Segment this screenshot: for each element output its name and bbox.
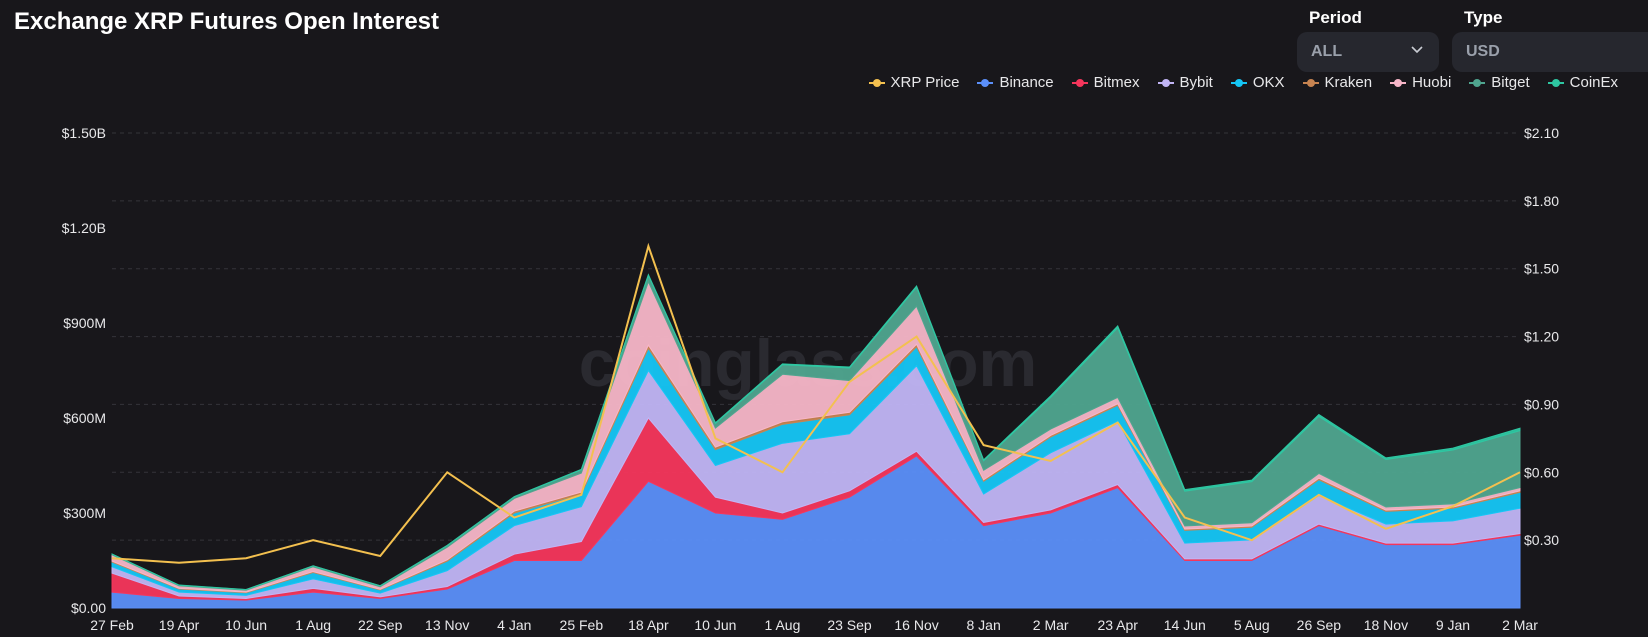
x-tick-label: 27 Feb (90, 617, 134, 633)
legend-label: Bitget (1491, 74, 1530, 91)
x-tick-label: 18 Nov (1364, 617, 1408, 633)
x-tick-label: 23 Sep (827, 617, 872, 633)
page-title: Exchange XRP Futures Open Interest (14, 8, 440, 35)
y-left-tick-label: $0.00 (71, 600, 106, 616)
legend-swatch (1157, 78, 1174, 88)
legend-label: Kraken (1324, 74, 1373, 91)
legend-swatch (1469, 78, 1486, 88)
chart-legend: XRP Price Binance Bitmex Bybit OKX Kraken Huob… (868, 74, 1618, 91)
y-left-tick-label: $900M (63, 315, 106, 331)
y-right-tick-label: $0.30 (1524, 532, 1559, 548)
y-right-tick-label: $1.50 (1524, 261, 1559, 277)
x-tick-label: 18 Apr (628, 617, 669, 633)
y-axis-left: $0.00 $300M $600M $900M $1.20B $1.50B (62, 125, 107, 616)
period-select-value: ALL (1311, 43, 1343, 60)
x-tick-label: 10 Jun (225, 617, 267, 633)
x-tick-label: 26 Sep (1297, 617, 1342, 633)
legend-swatch (1390, 78, 1407, 88)
legend-label: Bitmex (1093, 74, 1140, 91)
legend-label: XRP Price (890, 74, 960, 91)
x-tick-label: 16 Nov (894, 617, 938, 633)
x-tick-label: 2 Mar (1502, 617, 1538, 633)
period-label: Period (1309, 8, 1362, 27)
chevron-down-icon (1411, 46, 1423, 54)
legend-item-bitget[interactable]: Bitget (1469, 74, 1530, 91)
y-axis-right: $0.30 $0.60 $0.90 $1.20 $1.50 $1.80 $2.10 (1524, 125, 1559, 548)
y-right-tick-label: $2.10 (1524, 125, 1559, 141)
x-tick-label: 22 Sep (358, 617, 403, 633)
line-xrp-price (111, 242, 1521, 564)
legend-item-okx[interactable]: OKX (1230, 74, 1285, 91)
legend-item-coinex[interactable]: CoinEx (1547, 74, 1618, 91)
type-select[interactable]: USD (1452, 32, 1648, 72)
y-left-tick-label: $600M (63, 410, 106, 426)
area-coinex (111, 273, 1521, 591)
y-left-tick-label: $1.20B (62, 220, 106, 236)
legend-item-binance[interactable]: Binance (977, 74, 1054, 91)
legend-label: Bybit (1179, 74, 1213, 91)
y-left-tick-label: $1.50B (62, 125, 106, 141)
legend-swatch (868, 78, 885, 88)
x-tick-label: 5 Aug (1234, 617, 1270, 633)
y-right-tick-label: $1.20 (1524, 329, 1559, 345)
x-axis: 27 Feb 19 Apr 10 Jun 1 Aug 22 Sep 13 Nov 4 Jan… (90, 617, 1538, 633)
x-tick-label: 4 Jan (497, 617, 531, 633)
x-tick-label: 25 Feb (560, 617, 604, 633)
x-tick-label: 13 Nov (425, 617, 469, 633)
x-tick-label: 1 Aug (295, 617, 331, 633)
x-tick-label: 19 Apr (159, 617, 200, 633)
price-line (111, 242, 1521, 564)
legend-item-huobi[interactable]: Huobi (1390, 74, 1451, 91)
legend-swatch (1302, 78, 1319, 88)
legend-label: Binance (999, 74, 1054, 91)
x-tick-label: 23 Apr (1097, 617, 1138, 633)
x-tick-label: 9 Jan (1436, 617, 1470, 633)
type-select-value: USD (1466, 43, 1500, 60)
x-tick-label: 14 Jun (1164, 617, 1206, 633)
legend-item-bitmex[interactable]: Bitmex (1071, 74, 1140, 91)
legend-item-kraken[interactable]: Kraken (1302, 74, 1373, 91)
legend-label: CoinEx (1569, 74, 1618, 91)
legend-label: OKX (1252, 74, 1285, 91)
legend-label: Huobi (1412, 74, 1452, 91)
x-tick-label: 10 Jun (694, 617, 736, 633)
legend-item-bybit[interactable]: Bybit (1157, 74, 1213, 91)
legend-swatch (1547, 78, 1564, 88)
period-select[interactable]: ALL (1297, 32, 1439, 72)
x-tick-label: 8 Jan (966, 617, 1000, 633)
x-tick-label: 1 Aug (765, 617, 801, 633)
y-right-tick-label: $0.60 (1524, 464, 1559, 480)
x-tick-label: 2 Mar (1033, 617, 1069, 633)
legend-item-xrp-price[interactable]: XRP Price (868, 74, 960, 91)
y-right-tick-label: $1.80 (1524, 193, 1559, 209)
legend-swatch (1230, 78, 1247, 88)
y-right-tick-label: $0.90 (1524, 396, 1559, 412)
type-label: Type (1464, 8, 1503, 27)
legend-swatch (1071, 78, 1088, 88)
legend-swatch (977, 78, 994, 88)
y-left-tick-label: $300M (63, 505, 106, 521)
stacked-areas (111, 273, 1521, 609)
